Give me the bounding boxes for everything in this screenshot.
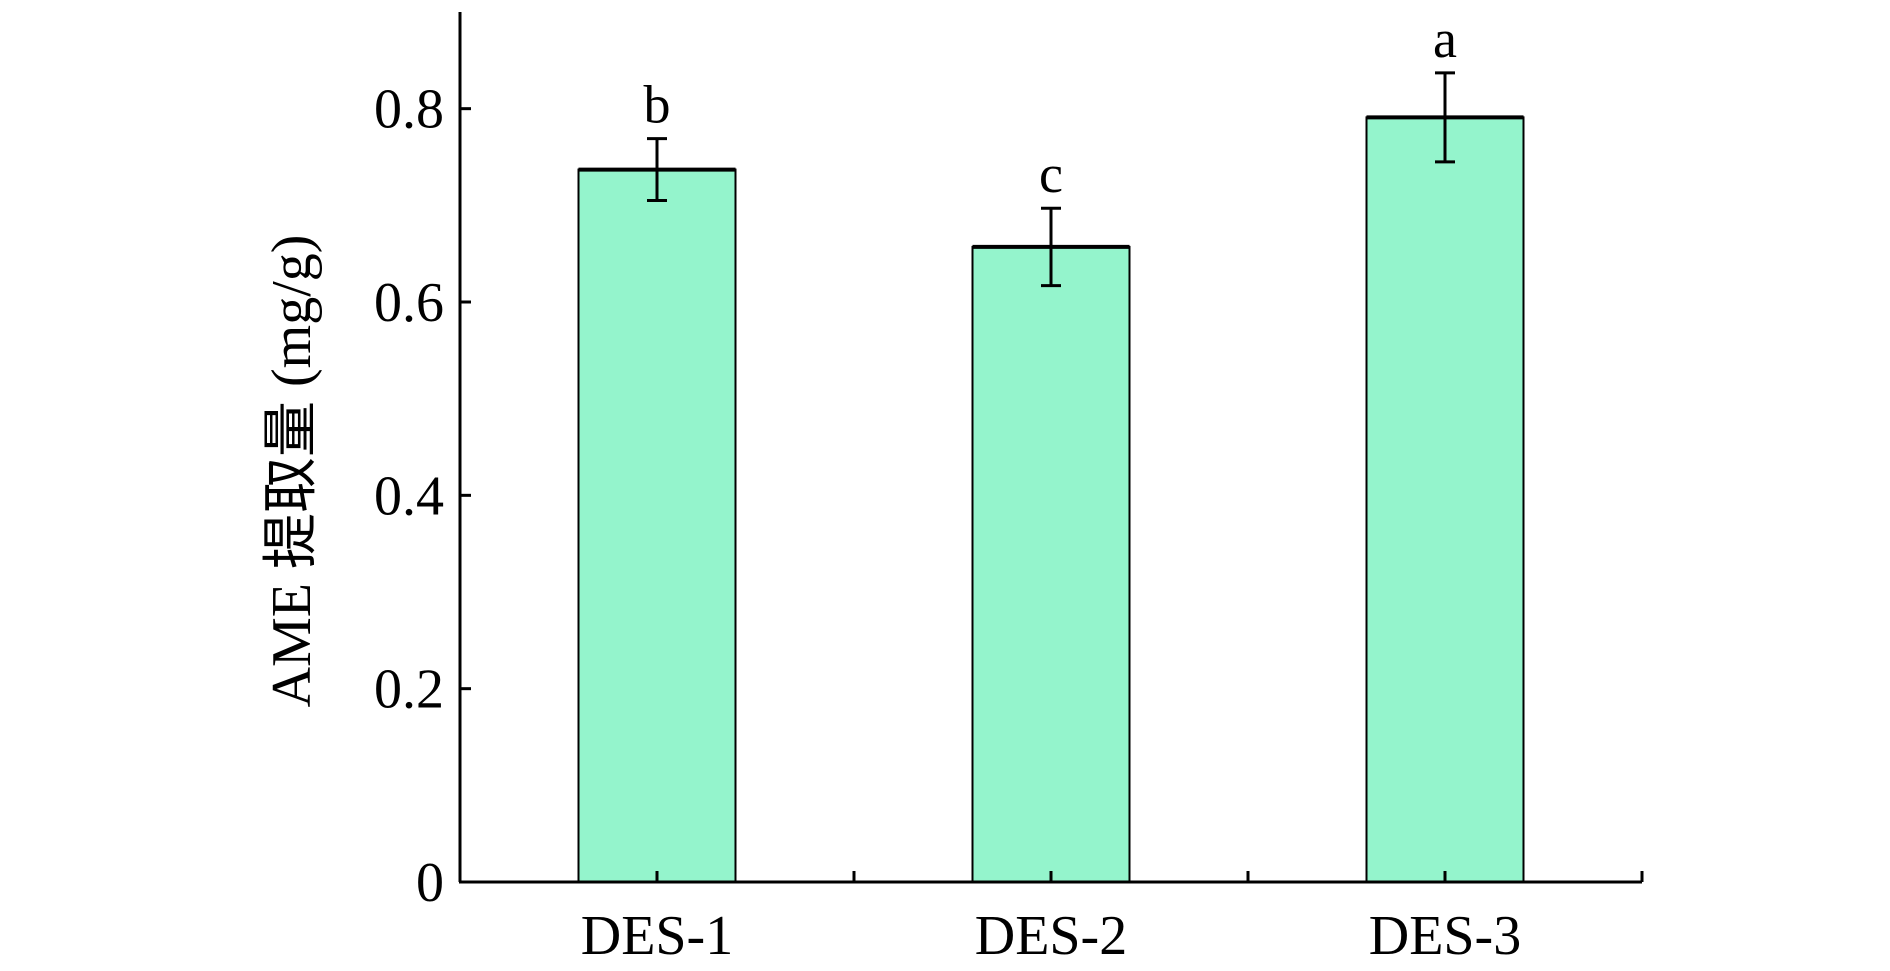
y-tick-label: 0 [416,852,444,914]
labels-layer: 0 0.2 0.4 0.6 0.8 b DES-1 c DES-2 a DES-3 [374,9,1644,967]
y-axis-title: AME 提取量 (mg/g) [261,235,323,708]
y-tick-label: 0.4 [374,465,444,527]
significance-label: b [644,75,671,135]
y-tick-label: 0.8 [374,79,444,141]
x-tick-label: DES-3 [1369,905,1521,967]
significance-label: a [1433,9,1457,69]
bars-layer [577,115,1525,884]
bar [971,245,1131,883]
error-bars-layer [647,71,1455,288]
x-tick-label: DES-2 [975,905,1127,967]
bar [1365,116,1525,884]
y-tick-label: 0.2 [374,659,444,721]
x-tick-label: DES-1 [581,905,733,967]
y-tick-label: 0.6 [374,272,444,334]
bar [577,168,737,884]
significance-label: c [1039,144,1063,204]
